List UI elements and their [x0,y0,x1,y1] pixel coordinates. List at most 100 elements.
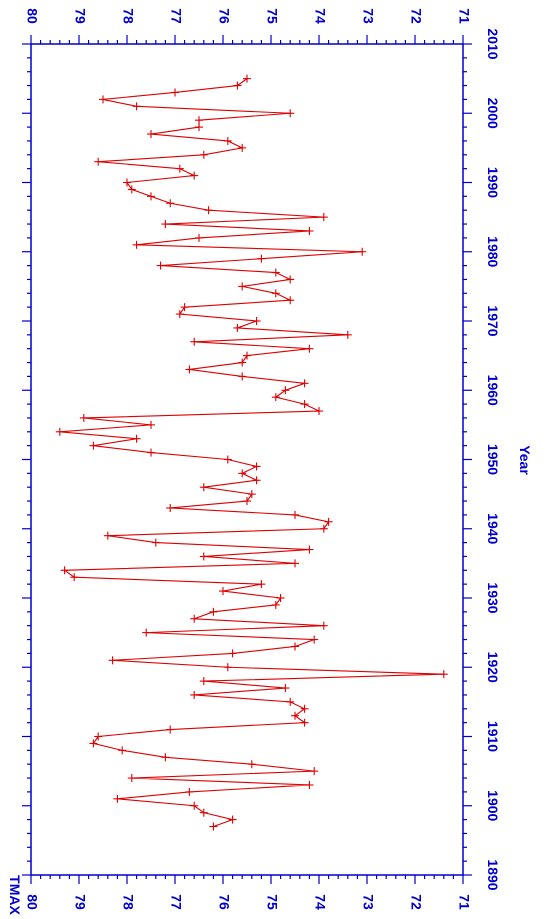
temp-tick-label-top: 75 [264,8,280,24]
data-point-marker [319,213,328,222]
data-point-marker [70,573,79,582]
data-point-marker [305,226,314,235]
data-point-marker [175,164,184,173]
temp-tick-label-top: 71 [456,8,472,24]
year-tick-label: 1940 [485,513,501,544]
temp-tick-label-bottom: 76 [216,894,232,910]
temp-tick-label-top: 79 [72,8,88,24]
data-point-marker [300,400,309,409]
data-point-marker [60,566,69,575]
year-tick-label: 1910 [485,721,501,752]
data-point-marker [319,621,328,630]
data-point-marker [238,469,247,478]
data-point-marker [55,427,64,436]
year-tick-label: 1890 [485,859,501,890]
data-point-marker [195,116,203,125]
data-point-marker [291,510,299,519]
temp-tick-label-bottom: 79 [72,894,88,910]
data-point-marker [223,136,232,145]
data-point-marker [147,448,155,457]
temp-tick-label-top: 72 [408,8,424,24]
data-point-marker [238,372,247,381]
data-point-marker [123,178,131,187]
data-point-marker [132,240,141,249]
y-axis-title: TMAX [7,875,23,915]
data-point-marker [305,545,314,554]
tmax-series-line [59,78,444,828]
data-point-marker [238,282,247,291]
data-point-marker [94,157,103,166]
data-point-marker [319,524,328,533]
data-point-marker [195,123,203,132]
temp-tick-label-bottom: 73 [360,894,376,910]
data-point-marker [271,268,280,277]
data-point-marker [132,434,141,443]
data-point-marker [190,337,199,346]
data-point-marker [89,739,98,748]
data-point-marker [300,704,309,713]
year-tick-label: 1920 [485,652,501,683]
data-point-marker [151,538,160,547]
data-point-marker [291,642,299,651]
data-point-marker [195,233,203,242]
data-point-marker [147,192,155,201]
data-point-marker [156,261,165,270]
data-point-marker [199,677,208,686]
data-point-marker [252,476,261,485]
data-point-marker [118,746,127,755]
year-tick-label: 1970 [485,305,501,336]
temp-tick-label-bottom: 78 [120,894,136,910]
x-axis-title: Year [517,445,533,475]
data-point-marker [238,143,247,152]
temp-tick-label-bottom: 77 [168,894,184,910]
data-point-marker [271,600,280,609]
series-layer [55,74,448,831]
data-point-marker [127,774,136,783]
data-point-marker [204,206,213,215]
data-point-marker [291,711,299,720]
data-point-marker [228,815,237,824]
data-point-marker [185,787,194,796]
temp-tick-label-bottom: 71 [456,894,472,910]
data-point-marker [199,483,208,492]
data-point-marker [127,185,136,194]
data-point-marker [166,725,175,734]
data-point-marker [286,275,295,284]
temp-tick-label-bottom: 74 [312,894,328,910]
temp-tick-label-top: 78 [120,8,136,24]
data-point-marker [89,441,98,450]
data-point-marker [190,801,199,810]
year-tick-label: 1900 [485,790,501,821]
temp-tick-label-bottom: 75 [264,894,280,910]
plot-frame [30,43,464,876]
data-point-marker [310,767,319,776]
data-point-marker [257,580,266,589]
data-point-marker [161,220,170,229]
data-point-marker [185,365,194,374]
data-point-marker [233,81,242,90]
data-point-marker [228,649,237,658]
data-point-marker [247,760,256,769]
data-point-marker [147,130,155,139]
data-point-marker [199,552,208,561]
data-point-marker [142,628,151,637]
data-point-marker [190,614,199,623]
data-point-marker [252,462,261,471]
label-layer: 1890 1900 1910 1920 1930 1940 1950 1960 1970 1980… [7,8,533,915]
data-point-marker [252,317,261,325]
year-tick-label: 1990 [485,167,501,198]
data-point-marker [190,690,199,699]
data-point-marker [286,697,295,706]
data-point-marker [79,413,88,422]
data-point-marker [271,393,280,402]
temp-tick-label-top: 80 [24,8,40,24]
data-point-marker [190,171,199,180]
data-point-marker [132,102,141,111]
data-point-marker [243,497,251,506]
data-point-marker [238,358,247,367]
data-point-marker [161,753,170,762]
data-point-marker [439,670,448,679]
year-tick-label: 1950 [485,444,501,475]
year-tick-label: 1960 [485,375,501,406]
temp-tick-label-top: 76 [216,8,232,24]
